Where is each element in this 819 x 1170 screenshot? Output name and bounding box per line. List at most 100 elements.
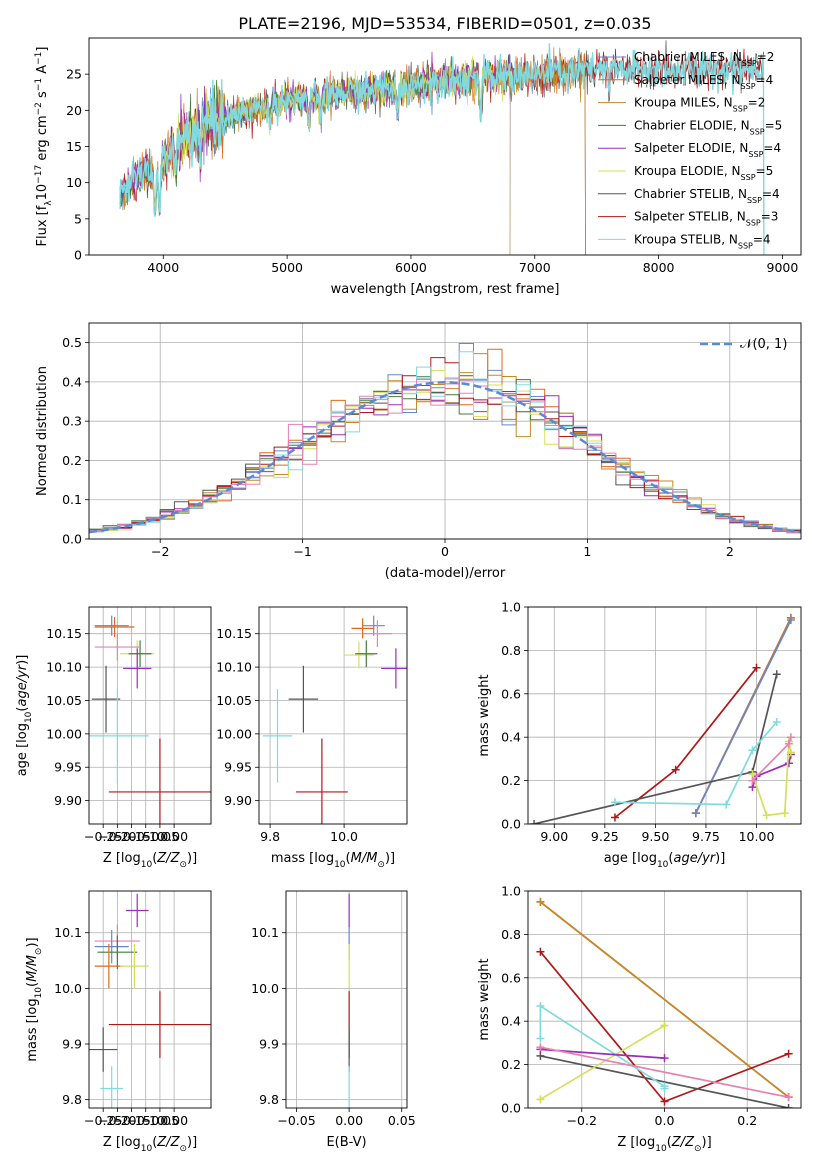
x-tick-label: 1 [583, 544, 591, 559]
weight-marker [660, 1084, 669, 1093]
label-part: 10 [657, 860, 669, 870]
panel-age_vs_mass: 9.8 10.0 9.90 9.95 10.00 10.05 10.10 10.15 mass … [216, 606, 408, 870]
label-part: mass weight [477, 958, 492, 1040]
label-part: ( [668, 851, 673, 866]
weight-marker [748, 776, 757, 785]
label-part: Chabrier STELIB, N [634, 187, 747, 201]
x-tick-label: −0.05 [277, 1113, 315, 1128]
legend-label: Kroupa STELIB, NSSP=4 [634, 232, 771, 250]
panel-age_vs_Z: −0.25−0.20−0.15−0.10−0.050.00 9.90 9.95 10.… [15, 606, 212, 870]
y-tick-label: 20 [66, 103, 82, 118]
x-tick-label: 0.05 [388, 1113, 416, 1128]
weight-line [539, 901, 790, 1098]
weight-marker [752, 663, 761, 672]
weight-marker [536, 897, 545, 906]
x-tick-label: −0.2 [567, 1113, 597, 1128]
label-part: )] [187, 851, 197, 866]
y-axis-label: Normed distribution [35, 366, 50, 496]
label-part: erg cm [35, 115, 50, 164]
label-part: )] [702, 1135, 712, 1150]
x-tick-label: −0.15 [112, 1113, 150, 1128]
axes-frame [258, 606, 408, 825]
weight-marker [784, 759, 793, 768]
x-tick-label: −0.20 [98, 1113, 136, 1128]
label-part: ⊙ [377, 860, 385, 870]
y-tick-label: 9.90 [224, 793, 252, 808]
label-part: Z/Z [156, 1135, 180, 1150]
data-layer [89, 893, 211, 1108]
label-part: Z/Z [156, 851, 180, 866]
label-part: ⊙ [694, 1144, 702, 1154]
x-tick-label: 0 [441, 544, 449, 559]
axes-frame [88, 37, 802, 256]
y-tick-label: 9.9 [259, 1037, 279, 1052]
label-part: ⊙ [179, 860, 187, 870]
x-tick-label: 9.25 [591, 829, 619, 844]
legend-label: Salpeter ELODIE, NSSP=4 [634, 141, 781, 159]
histogram-series [89, 377, 801, 534]
y-tick-label: 0.2 [501, 1057, 521, 1072]
x-tick-label: 0.2 [737, 1113, 757, 1128]
weight-marker [660, 1021, 669, 1030]
label-part: SSP [748, 150, 763, 159]
x-axis-label: (data-model)/error [385, 566, 506, 581]
x-axis-label: age [log10(age/yr)] [604, 851, 726, 870]
x-tick-label: −0.10 [127, 829, 165, 844]
x-tick-label: 9.75 [692, 829, 720, 844]
label-part: −2 [34, 102, 44, 115]
y-tick-label: 9.8 [259, 1092, 279, 1107]
data-layer [89, 615, 211, 824]
y-tick-label: 10.15 [216, 626, 252, 641]
label-part: age/yr [673, 851, 716, 866]
y-tick-label: 0.5 [62, 335, 82, 350]
axes-frame [88, 890, 212, 1109]
panel-mass_vs_ebv: −0.05 0.00 0.05 9.8 9.9 10.0 10.1 E(B-V) [251, 890, 416, 1150]
label-part: Flux [f [35, 205, 50, 246]
y-tick-label: 0.6 [501, 970, 521, 985]
label-part: 10 [35, 184, 50, 201]
x-axis-label: Z [log10(Z/Z⊙)] [617, 1135, 711, 1154]
x-tick-label: 9.8 [260, 829, 280, 844]
y-tick-label: 10.1 [251, 925, 279, 940]
x-tick-label: 2 [726, 544, 734, 559]
label-part: M/M [351, 851, 378, 866]
label-part: −1 [34, 52, 44, 65]
label-part: SSP [738, 241, 753, 250]
y-tick-label: 5 [74, 211, 82, 226]
panel-spectrum: 4000 5000 6000 7000 8000 9000 0 5 10 15 20 25 wavele… [34, 37, 802, 297]
x-tick-label: −0.05 [141, 829, 179, 844]
y-tick-label: 10.0 [251, 981, 279, 996]
y-tick-label: 10 [66, 175, 82, 190]
label-part: ( [25, 982, 40, 987]
weight-marker [772, 718, 781, 727]
x-tick-label: 4000 [147, 260, 179, 275]
y-tick-label: 9.8 [62, 1092, 82, 1107]
histogram-series [89, 348, 801, 533]
weight-line [695, 619, 792, 814]
label-part: −17 [34, 165, 44, 184]
weight-marker [780, 809, 789, 818]
label-part: =4 [762, 187, 780, 201]
label-part: ( [667, 1135, 672, 1150]
label-part: wavelength [Angstrom, rest frame] [331, 282, 560, 297]
label-part: SSP [741, 173, 756, 182]
label-part: mass weight [477, 674, 492, 756]
y-tick-label: 0.2 [501, 773, 521, 788]
axes-frame [527, 606, 802, 825]
label-part: Z/Z [671, 1135, 695, 1150]
y-tick-label: 1.0 [501, 884, 521, 899]
legend-label: Salpeter MILES, NSSP=4 [634, 73, 773, 91]
label-part: =2 [757, 50, 775, 64]
x-tick-label: −0.15 [112, 829, 150, 844]
label-part: E(B-V) [326, 1135, 366, 1150]
axes-frame [88, 606, 212, 825]
label-part: (data-model)/error [385, 566, 506, 581]
weight-marker [536, 1043, 545, 1052]
weight-marker [786, 616, 795, 625]
label-part: SSP [750, 127, 765, 136]
y-tick-label: 10.05 [216, 693, 252, 708]
x-tick-label: 0.00 [335, 1113, 363, 1128]
panel-mass_vs_Z: −0.25−0.20−0.15−0.10−0.050.00 9.8 9.9 10.0 1… [25, 890, 212, 1154]
label-part: SSP [747, 195, 762, 204]
